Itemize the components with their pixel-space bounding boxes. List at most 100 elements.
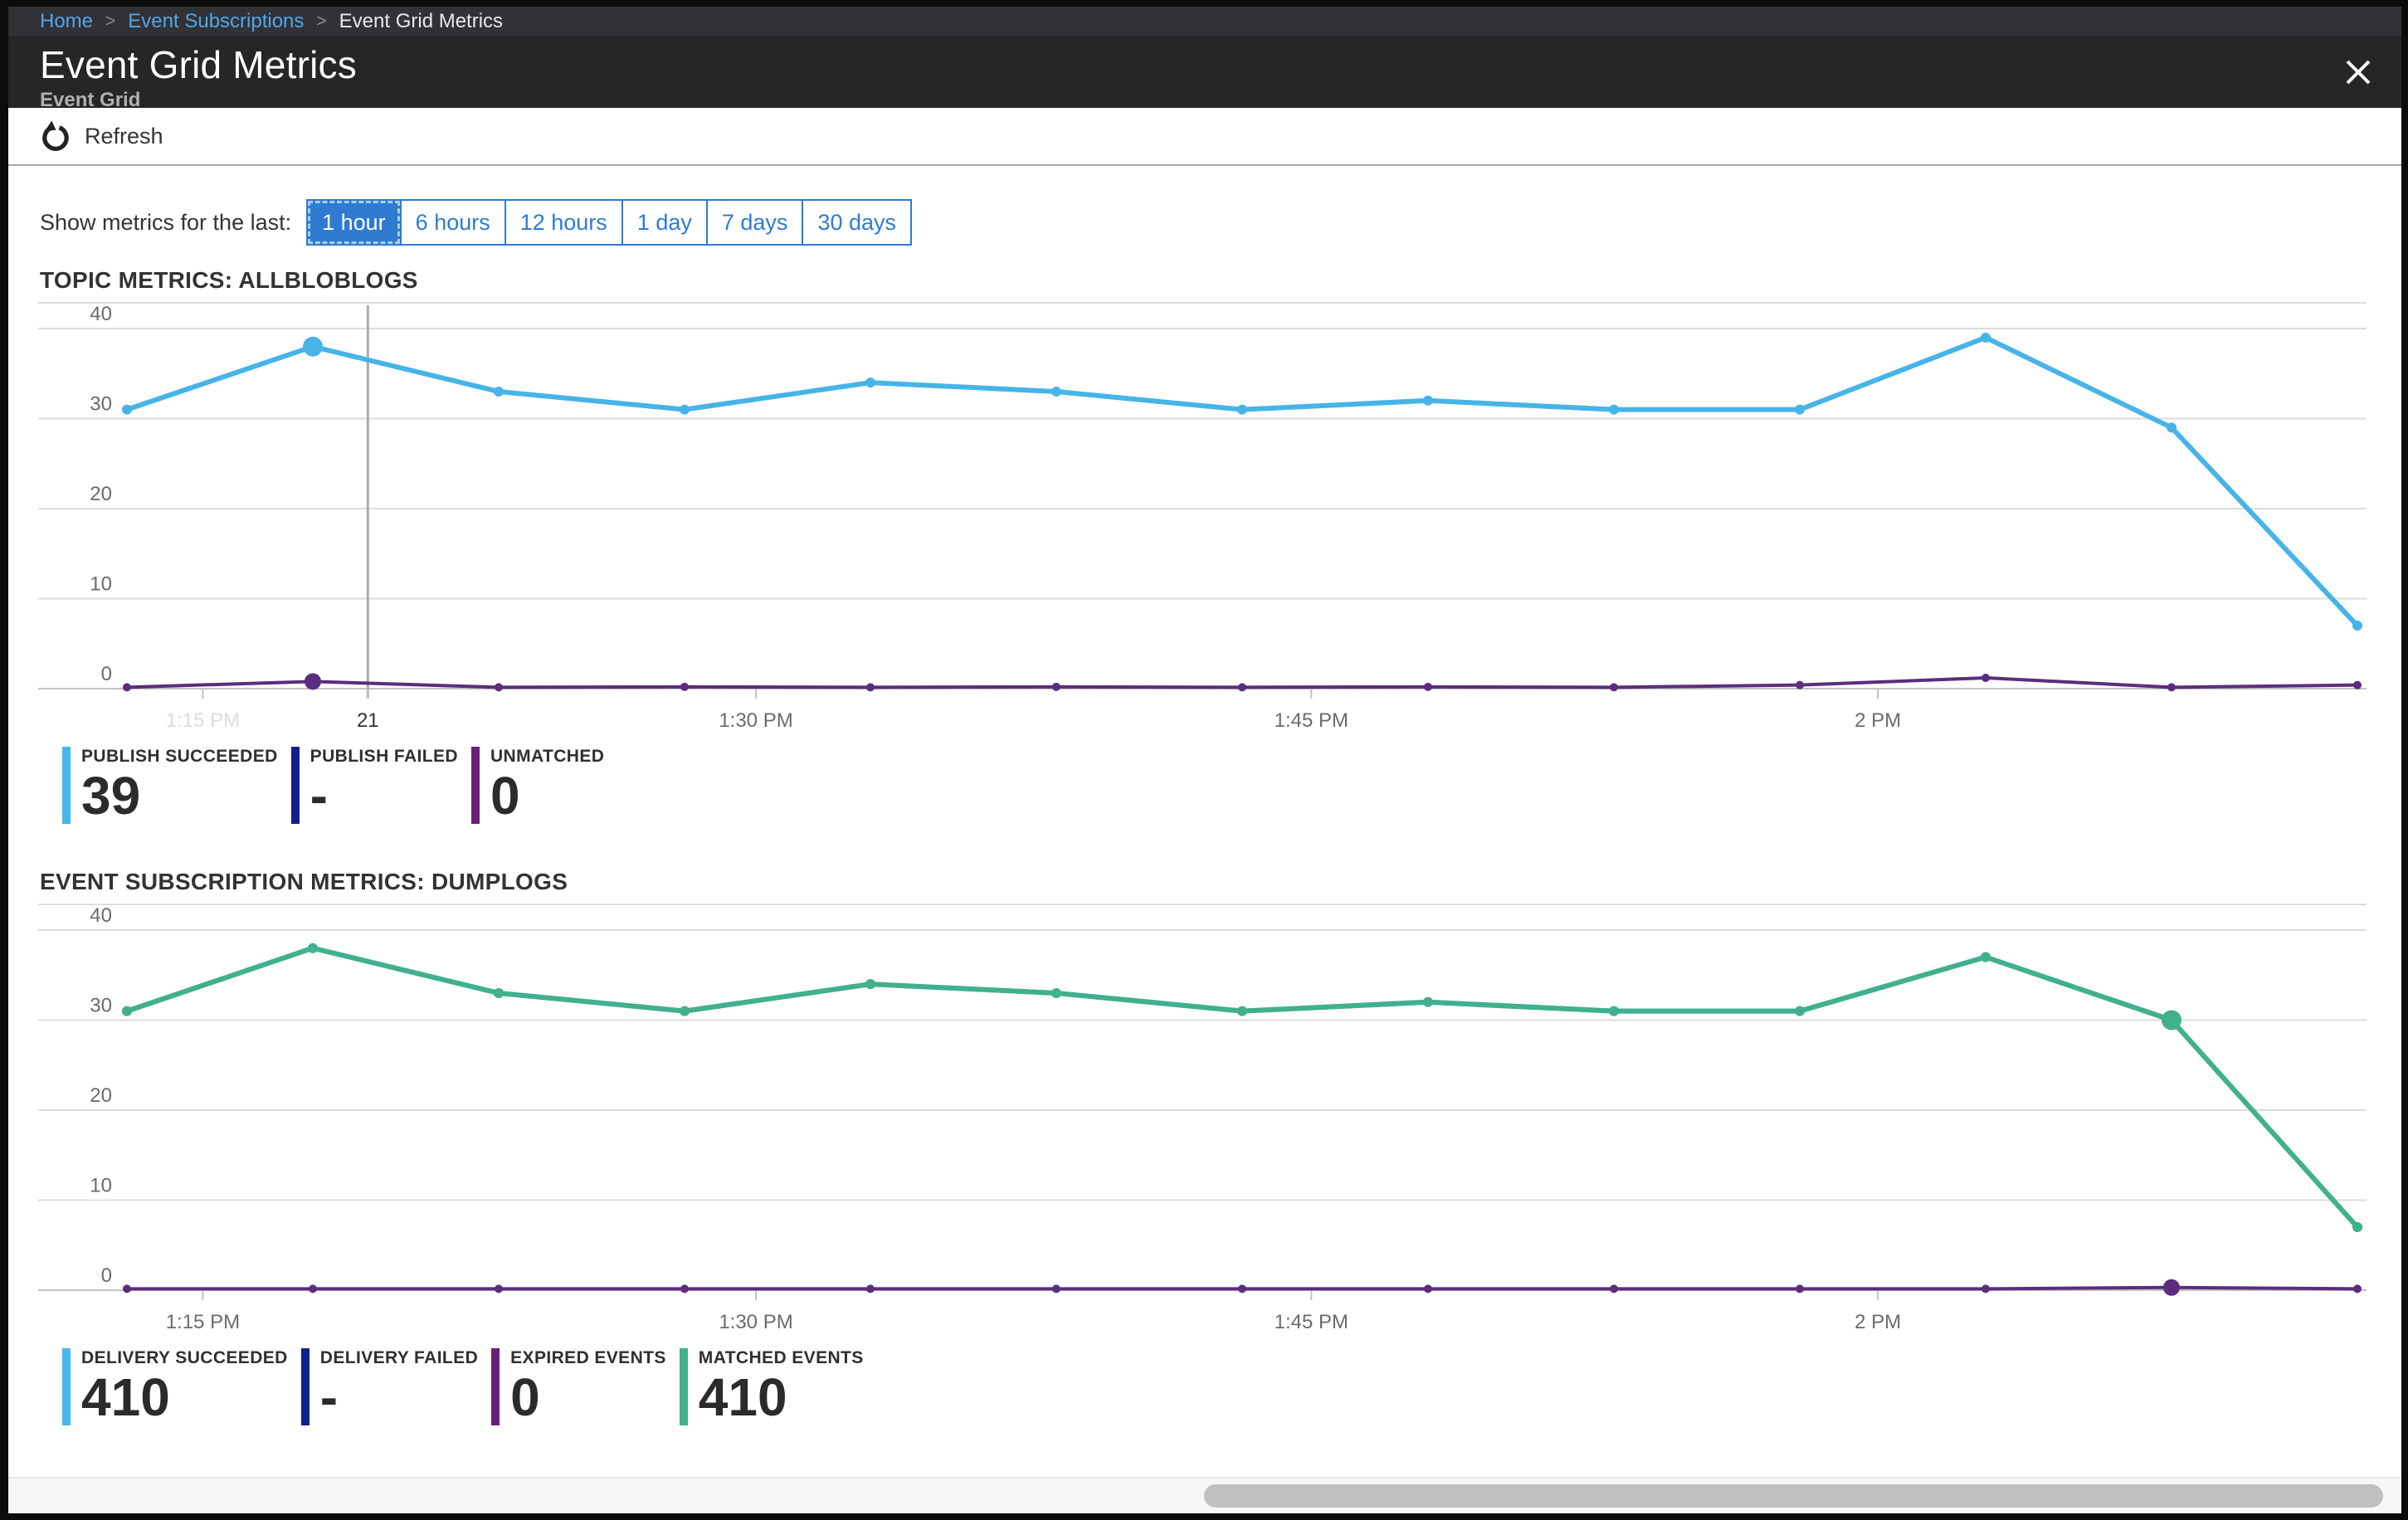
time-range-12-hours[interactable]: 12 hours bbox=[505, 199, 623, 246]
close-icon bbox=[2346, 60, 2371, 85]
x-axis-tick-label: 1:30 PM bbox=[719, 1311, 792, 1333]
horizontal-scrollbar[interactable] bbox=[8, 1477, 2401, 1513]
topic-metrics-chart[interactable]: 0 10 20 30 40 1:15 PM 21 1:30 PM 1:45 PM 2 PM bbox=[8, 302, 2401, 742]
refresh-icon bbox=[42, 120, 69, 151]
legend-label: EXPIRED EVENTS bbox=[510, 1348, 666, 1368]
data-point bbox=[680, 1284, 689, 1293]
metrics-content: Show metrics for the last: 1 hour 6 hours… bbox=[8, 166, 2401, 1513]
legend-label: MATCHED EVENTS bbox=[698, 1348, 864, 1368]
legend-value: 39 bbox=[81, 766, 141, 826]
data-point bbox=[1981, 952, 1991, 962]
data-point bbox=[1238, 1284, 1246, 1293]
legend-label: PUBLISH FAILED bbox=[310, 747, 458, 766]
data-point bbox=[1424, 682, 1432, 691]
data-point bbox=[2167, 683, 2176, 692]
x-axis-tick-label: 2 PM bbox=[1855, 1311, 1901, 1333]
page-subtitle: Event Grid bbox=[40, 89, 141, 112]
data-point bbox=[1610, 683, 1618, 692]
y-axis-tick-label: 0 bbox=[101, 1264, 112, 1287]
data-point-highlighted bbox=[2162, 1010, 2181, 1030]
data-point bbox=[494, 386, 504, 397]
legend-label: PUBLISH SUCCEEDED bbox=[81, 747, 278, 766]
legend-value: 410 bbox=[698, 1367, 787, 1428]
data-point bbox=[1795, 1006, 1805, 1016]
time-filter-row: Show metrics for the last: 1 hour 6 hours… bbox=[40, 199, 2401, 246]
legend-label: DELIVERY SUCCEEDED bbox=[81, 1348, 288, 1368]
x-axis-tick-label: 1:15 PM bbox=[166, 1311, 240, 1333]
time-range-7-days[interactable]: 7 days bbox=[707, 199, 804, 246]
command-bar: Refresh bbox=[8, 108, 2401, 166]
y-axis-tick-label: 20 bbox=[90, 483, 112, 505]
data-point bbox=[308, 943, 318, 953]
time-range-6-hours[interactable]: 6 hours bbox=[401, 199, 506, 246]
time-range-1-day[interactable]: 1 day bbox=[622, 199, 708, 246]
data-point bbox=[495, 1284, 503, 1293]
close-button[interactable] bbox=[2340, 54, 2376, 90]
data-point bbox=[495, 683, 503, 692]
data-point bbox=[2167, 422, 2176, 433]
breadcrumb-item[interactable]: Home bbox=[40, 9, 94, 32]
legend-value: - bbox=[310, 766, 328, 826]
x-axis-tick-label: 21 bbox=[357, 709, 379, 732]
data-point bbox=[1796, 680, 1804, 689]
breadcrumb-separator: > bbox=[316, 12, 327, 31]
data-point-highlighted bbox=[2163, 1279, 2180, 1296]
data-point bbox=[1238, 683, 1246, 692]
data-point bbox=[865, 378, 875, 388]
legend-label: UNMATCHED bbox=[490, 747, 605, 766]
data-point-highlighted bbox=[303, 336, 323, 357]
data-point bbox=[1237, 1006, 1247, 1016]
data-point bbox=[1795, 404, 1805, 415]
data-point bbox=[1051, 988, 1061, 999]
refresh-button[interactable]: Refresh bbox=[40, 120, 163, 152]
breadcrumb-item[interactable]: Event Subscriptions bbox=[128, 9, 305, 32]
data-point bbox=[1609, 404, 1619, 415]
scrollbar-thumb[interactable] bbox=[1204, 1484, 2383, 1508]
topic-metrics-legend: PUBLISH SUCCEEDED 39 PUBLISH FAILED - UNMATC… bbox=[62, 747, 2401, 826]
subscription-metrics-legend: DELIVERY SUCCEEDED 410 DELIVERY FAILED - EXP… bbox=[62, 1348, 2401, 1428]
series-line bbox=[124, 945, 2360, 1230]
data-point bbox=[1051, 386, 1061, 397]
y-axis-tick-label: 40 bbox=[90, 904, 112, 927]
data-point bbox=[123, 1284, 131, 1293]
data-point bbox=[680, 682, 689, 691]
data-point bbox=[2353, 1284, 2362, 1293]
breadcrumb: Home > Event Subscriptions > Event Grid Metr… bbox=[8, 7, 2401, 36]
data-point bbox=[122, 1006, 132, 1016]
legend-label: DELIVERY FAILED bbox=[319, 1348, 479, 1368]
x-axis-tick-label: 1:30 PM bbox=[719, 709, 792, 732]
chart-title-topic-metrics: TOPIC METRICS: ALLBLOBLOGS bbox=[40, 267, 418, 293]
data-point bbox=[1981, 332, 1991, 343]
legend-item: EXPIRED EVENTS 0 bbox=[491, 1348, 666, 1428]
data-point bbox=[1981, 1284, 1990, 1293]
data-point bbox=[1424, 1284, 1432, 1293]
data-point bbox=[1423, 395, 1433, 406]
data-point bbox=[2353, 680, 2362, 689]
data-point bbox=[2352, 1222, 2362, 1233]
series-line bbox=[124, 945, 2360, 1230]
data-point bbox=[1052, 682, 1060, 691]
y-axis-tick-label: 30 bbox=[90, 995, 112, 1017]
series-line bbox=[124, 334, 2360, 629]
y-axis-tick-label: 0 bbox=[101, 663, 112, 685]
data-point bbox=[494, 988, 504, 999]
time-range-30-days[interactable]: 30 days bbox=[803, 199, 913, 246]
legend-value: - bbox=[319, 1367, 339, 1428]
data-point bbox=[1237, 404, 1247, 415]
legend-value: 0 bbox=[490, 766, 520, 826]
y-axis-tick-label: 10 bbox=[90, 573, 112, 596]
data-point bbox=[309, 1284, 317, 1293]
subscription-metrics-chart[interactable]: 0 10 20 30 40 1:15 PM 1:30 PM 1:45 PM 2 PM bbox=[8, 904, 2401, 1343]
data-point bbox=[680, 1006, 690, 1016]
data-point bbox=[1610, 1284, 1618, 1293]
data-point bbox=[1052, 1284, 1060, 1293]
time-filter-label: Show metrics for the last: bbox=[40, 209, 292, 235]
time-range-group: 1 hour 6 hours 12 hours 1 day 7 days 30 days bbox=[306, 199, 913, 246]
legend-item: PUBLISH SUCCEEDED 39 bbox=[62, 747, 278, 826]
time-range-1-hour[interactable]: 1 hour bbox=[306, 199, 402, 246]
legend-value: 0 bbox=[510, 1367, 540, 1428]
legend-value: 410 bbox=[81, 1367, 170, 1428]
data-point bbox=[122, 404, 132, 415]
legend-item: DELIVERY SUCCEEDED 410 bbox=[62, 1348, 288, 1428]
